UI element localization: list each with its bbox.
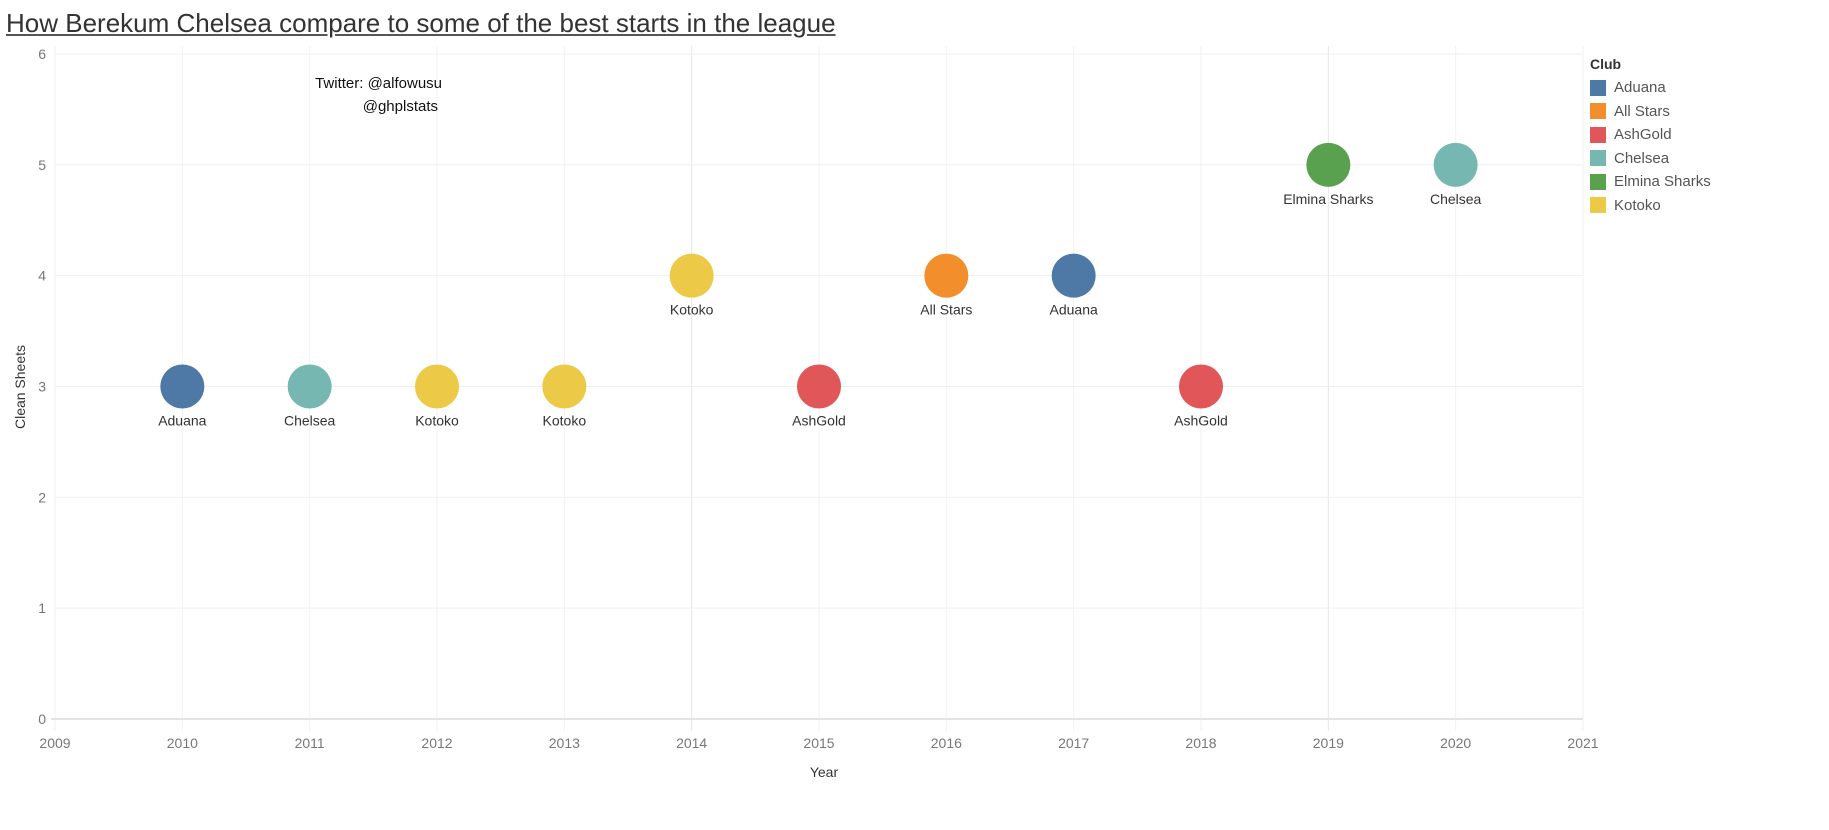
- legend-item[interactable]: All Stars: [1590, 100, 1711, 124]
- data-point: [542, 364, 587, 409]
- legend-title: Club: [1590, 56, 1622, 72]
- legend-swatch: [1590, 79, 1606, 96]
- annotation-line: Twitter: @alfowusu: [315, 75, 442, 92]
- data-label: Chelsea: [1430, 191, 1482, 207]
- data-point: [1051, 253, 1096, 298]
- data-point: [160, 364, 205, 409]
- legend-swatch: [1590, 197, 1606, 214]
- legend-label: AshGold: [1614, 126, 1672, 144]
- legend-label: All Stars: [1614, 102, 1670, 120]
- x-tick-label: 2013: [549, 735, 580, 751]
- x-tick-label: 2017: [1058, 735, 1089, 751]
- legend-item[interactable]: AshGold: [1590, 123, 1711, 147]
- data-point: [924, 253, 969, 298]
- legend-label: Elmina Sharks: [1614, 173, 1711, 191]
- x-tick-label: 2020: [1440, 735, 1471, 751]
- x-tick-label: 2019: [1313, 735, 1344, 751]
- x-tick-label: 2016: [931, 735, 962, 751]
- data-point: [287, 364, 332, 409]
- legend-item[interactable]: Elmina Sharks: [1590, 170, 1711, 194]
- data-point: [1433, 142, 1478, 187]
- data-label: Kotoko: [415, 413, 459, 429]
- legend: Club Aduana All Stars AshGold Chelsea Elmina…: [1590, 56, 1711, 217]
- legend-label: Aduana: [1614, 79, 1666, 97]
- data-point: [669, 253, 714, 298]
- data-label: Kotoko: [670, 302, 714, 318]
- y-tick-label: 4: [38, 268, 46, 284]
- y-tick-label: 0: [38, 711, 46, 727]
- data-label: AshGold: [792, 413, 846, 429]
- x-tick-label: 2018: [1185, 735, 1216, 751]
- legend-swatch: [1590, 150, 1606, 167]
- x-tick-label: 2021: [1567, 735, 1598, 751]
- legend-swatch: [1590, 173, 1606, 190]
- annotation-line: @ghplstats: [363, 98, 438, 115]
- y-tick-label: 6: [38, 46, 46, 62]
- data-point: [1179, 364, 1223, 409]
- legend-item[interactable]: Kotoko: [1590, 194, 1711, 218]
- y-tick-label: 3: [38, 379, 46, 395]
- data-label: Aduana: [1050, 302, 1098, 318]
- legend-item[interactable]: Chelsea: [1590, 147, 1711, 171]
- legend-swatch: [1590, 126, 1606, 143]
- data-label: Elmina Sharks: [1283, 191, 1373, 207]
- legend-label: Chelsea: [1614, 149, 1670, 167]
- data-label: Chelsea: [284, 413, 336, 429]
- data-label: AshGold: [1174, 413, 1228, 429]
- legend-label: Kotoko: [1614, 196, 1661, 214]
- x-tick-label: 2015: [803, 735, 834, 751]
- x-axis-title: Year: [810, 764, 839, 780]
- x-tick-label: 2010: [167, 735, 198, 751]
- y-tick-label: 1: [38, 600, 46, 616]
- y-tick-label: 2: [38, 489, 46, 505]
- data-point: [1306, 142, 1351, 187]
- x-tick-label: 2014: [676, 735, 707, 751]
- x-tick-label: 2012: [421, 735, 452, 751]
- data-point: [415, 364, 459, 409]
- data-label: All Stars: [920, 302, 972, 318]
- data-label: Kotoko: [543, 413, 587, 429]
- x-tick-label: 2011: [295, 735, 325, 751]
- legend-item[interactable]: Aduana: [1590, 76, 1711, 100]
- y-axis-title: Clean Sheets: [12, 345, 28, 429]
- x-tick-label: 2009: [39, 735, 70, 751]
- legend-swatch: [1590, 103, 1606, 120]
- y-tick-label: 5: [38, 157, 46, 173]
- data-label: Aduana: [158, 413, 206, 429]
- data-point: [797, 364, 841, 409]
- chart-title: How Berekum Chelsea compare to some of t…: [6, 8, 836, 38]
